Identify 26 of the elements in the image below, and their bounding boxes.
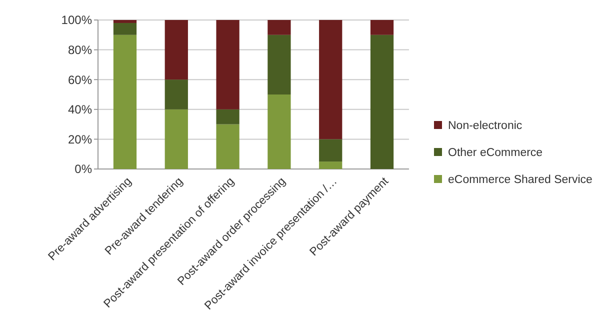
bar: [370, 34, 394, 169]
bar: [319, 162, 342, 169]
bar: [319, 20, 342, 140]
y-tick-label: 100%: [61, 13, 92, 28]
bar: [216, 124, 240, 169]
bar: [268, 94, 291, 169]
y-tick-label: 20%: [68, 132, 92, 146]
bar: [113, 34, 137, 169]
bar: [164, 20, 188, 80]
bar: [370, 20, 394, 35]
bar: [216, 20, 240, 110]
y-tick-label: 0%: [74, 162, 92, 176]
y-tick-label: 60%: [68, 72, 92, 87]
bar: [164, 109, 188, 169]
bar: [216, 109, 240, 124]
bar: [268, 34, 291, 94]
bar: [113, 22, 137, 35]
legend-label: Other eCommerce: [448, 147, 543, 160]
legend-label: Non-electronic: [448, 120, 522, 132]
legend-label: eCommerce Shared Service: [448, 174, 592, 186]
y-tick-label: 80%: [68, 43, 92, 57]
bar: [164, 80, 188, 110]
bar: [319, 139, 342, 162]
bar: [113, 20, 137, 23]
y-tick-label: 40%: [68, 102, 92, 117]
bar: [268, 20, 291, 35]
